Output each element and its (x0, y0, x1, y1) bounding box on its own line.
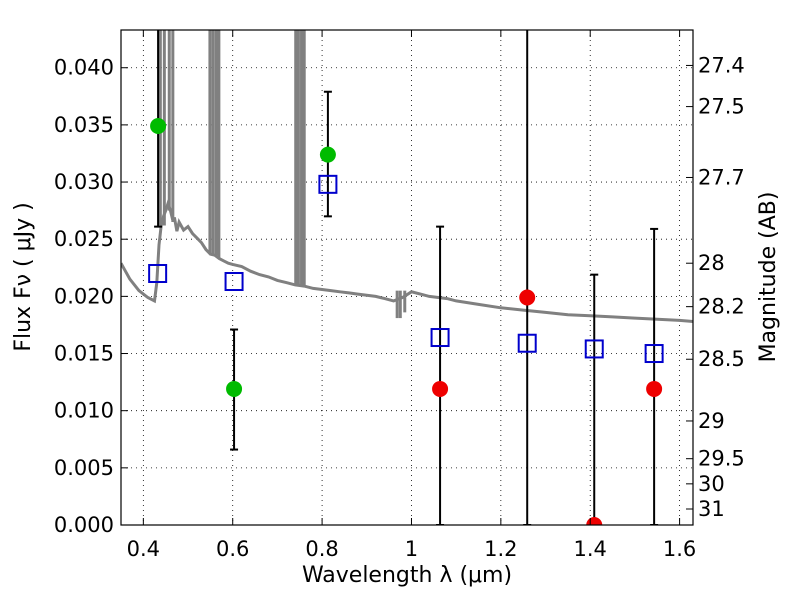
y2-tick-label: 27.5 (698, 95, 745, 119)
plot-frame (120, 29, 694, 526)
detection-points (150, 118, 663, 525)
y-tick-label: 0.015 (54, 342, 114, 366)
plot-content (121, 30, 693, 525)
photometry-point (150, 118, 167, 135)
y-tick-label: 0.025 (54, 227, 114, 251)
y2-tick-label: 27.4 (698, 53, 745, 77)
y-tick-label: 0.020 (54, 284, 114, 308)
x-tick-label: 1.4 (574, 537, 607, 561)
photometry-point (226, 380, 243, 397)
model-spectrum (121, 30, 693, 323)
model-photometry-square (318, 174, 338, 194)
x-tick-label: 0.4 (127, 537, 160, 561)
y2-axis-title: Magnitude (AB) (756, 192, 781, 363)
y2-tick-label: 30 (698, 472, 725, 496)
y-tick-label: 0.035 (54, 113, 114, 137)
y2-tick-label: 28.5 (698, 347, 745, 371)
photometry-point (646, 380, 663, 397)
y-axis-title: Flux Fν ( μJy ) (11, 202, 36, 351)
model-photometry-square (224, 272, 244, 292)
x-tick-label: 1.2 (484, 537, 517, 561)
y-tick-label: 0.030 (54, 170, 114, 194)
y2-tick-label: 31 (698, 497, 725, 521)
y-tick-labels: 0.000 0.005 0.010 0.015 0.020 0.025 0.030 0.035… (54, 56, 114, 537)
y-tick-label: 0.005 (54, 456, 114, 480)
y-tick-label: 0.000 (54, 513, 114, 537)
model-photometry-square (148, 263, 168, 283)
photometry-point (319, 146, 336, 163)
x-tick-label: 0.8 (305, 537, 338, 561)
model-photometry-square (517, 333, 537, 353)
x-axis-title: Wavelength λ (μm) (302, 563, 512, 588)
axis-ticks (121, 30, 693, 526)
model-photometry-square (584, 339, 604, 359)
x-tick-label: 1 (405, 537, 418, 561)
y2-tick-label: 29 (698, 409, 725, 433)
y2-tick-label: 29.5 (698, 447, 745, 471)
y-tick-label: 0.010 (54, 399, 114, 423)
model-photometry-square (430, 328, 450, 348)
y2-tick-label: 28 (698, 251, 725, 275)
y2-tick-label: 27.7 (698, 165, 745, 189)
y2-tick-label: 28.2 (698, 295, 745, 319)
photometry-point (432, 380, 449, 397)
model-photometry-square (644, 344, 664, 364)
x-tick-label: 0.6 (216, 537, 249, 561)
x-tick-labels: 0.4 0.6 0.8 1 1.2 1.4 1.6 (127, 537, 697, 561)
y-tick-label: 0.040 (54, 56, 114, 80)
photometry-point (519, 289, 536, 306)
model-photometry-points (148, 174, 664, 364)
x-tick-label: 1.6 (663, 537, 696, 561)
